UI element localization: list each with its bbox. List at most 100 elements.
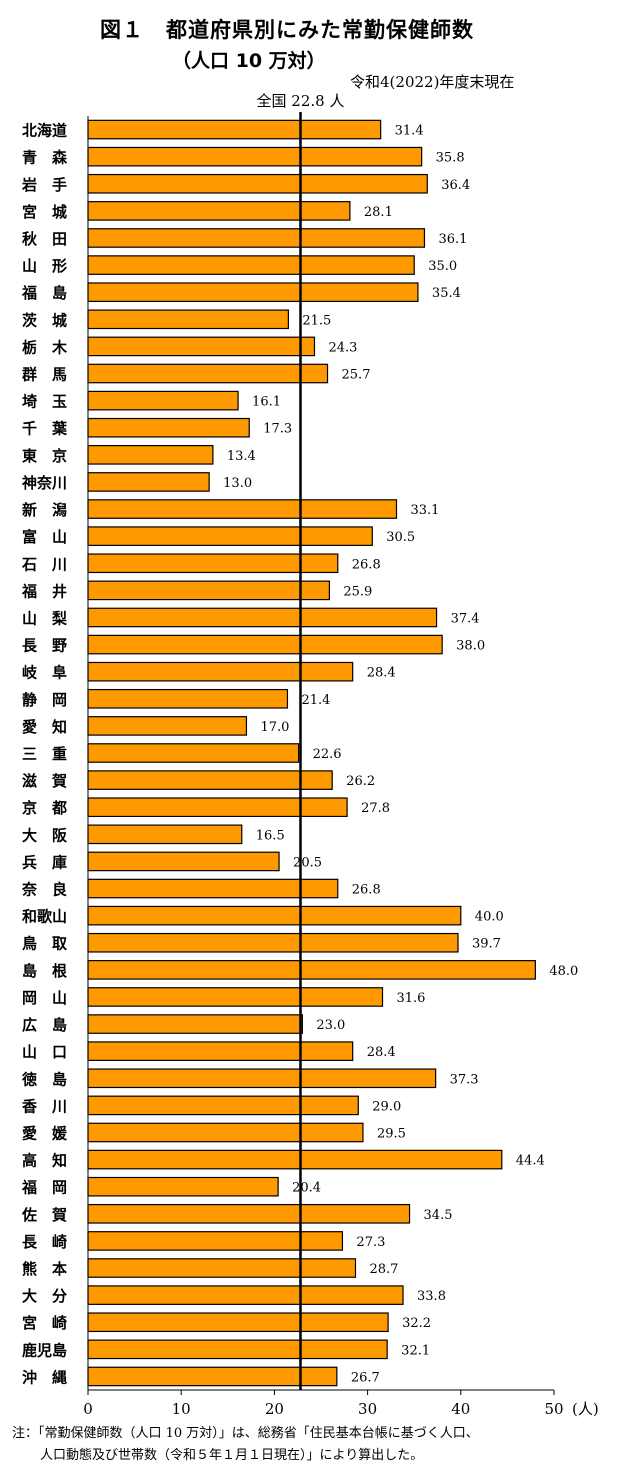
value-label: 28.4 bbox=[367, 666, 396, 681]
bar bbox=[87, 688, 289, 709]
bar bbox=[87, 797, 348, 818]
bar bbox=[87, 1041, 354, 1061]
bar bbox=[87, 445, 214, 465]
category-label: 神奈川 bbox=[22, 474, 67, 492]
bar bbox=[87, 336, 316, 357]
value-label: 38.0 bbox=[456, 639, 485, 654]
chart-title: 図１ 都道府県別にみた常勤保健師数 bbox=[100, 18, 474, 42]
bar bbox=[87, 553, 339, 574]
category-label: 滋 賀 bbox=[22, 772, 67, 790]
category-label: 広 島 bbox=[22, 1016, 67, 1034]
category-label: 宮 城 bbox=[22, 203, 67, 221]
category-label: 岐 阜 bbox=[22, 664, 67, 682]
bar bbox=[87, 987, 384, 1007]
category-label: 埼 玉 bbox=[22, 393, 67, 411]
category-label: 青 森 bbox=[22, 149, 68, 167]
bar bbox=[87, 743, 300, 763]
value-label: 25.9 bbox=[343, 584, 372, 599]
bar bbox=[87, 1339, 388, 1360]
category-label: 福 井 bbox=[21, 582, 67, 600]
value-label: 21.4 bbox=[301, 693, 330, 708]
value-label: 48.0 bbox=[549, 964, 578, 979]
category-label: 熊 本 bbox=[22, 1260, 67, 1278]
category-label: 三 重 bbox=[22, 745, 67, 763]
bar bbox=[87, 146, 423, 167]
value-label: 28.7 bbox=[369, 1262, 398, 1277]
x-unit-label: (人) bbox=[572, 1400, 599, 1418]
x-tick-label: 10 bbox=[172, 1400, 191, 1418]
value-label: 25.7 bbox=[342, 368, 371, 383]
bar bbox=[87, 282, 419, 303]
bar bbox=[87, 960, 536, 980]
bar bbox=[87, 228, 426, 248]
bar bbox=[87, 1014, 303, 1034]
value-label: 35.8 bbox=[436, 151, 465, 166]
category-label: 東 京 bbox=[22, 447, 67, 465]
bar bbox=[87, 1176, 279, 1197]
chart-subtitle: （人口 10 万対） bbox=[172, 50, 326, 72]
value-label: 13.0 bbox=[223, 476, 252, 491]
value-label: 20.4 bbox=[292, 1181, 321, 1196]
bar bbox=[87, 634, 443, 655]
bar bbox=[87, 905, 462, 926]
category-label: 徳 島 bbox=[21, 1070, 67, 1088]
category-label: 山 梨 bbox=[22, 609, 67, 627]
bar bbox=[87, 607, 438, 628]
bar bbox=[87, 417, 250, 438]
bar bbox=[87, 1258, 357, 1278]
national-average-label: 全国 22.8 人 bbox=[257, 92, 345, 110]
footnote-line-2: 人口動態及び世帯数（令和５年１月１日現在）」により算出した。 bbox=[40, 1448, 424, 1463]
bar bbox=[87, 119, 382, 140]
bar bbox=[87, 363, 329, 384]
value-label: 16.5 bbox=[256, 828, 285, 843]
value-label: 31.6 bbox=[397, 991, 426, 1006]
value-label: 16.1 bbox=[252, 395, 281, 410]
value-label: 21.5 bbox=[302, 313, 331, 328]
category-label: 秋 田 bbox=[22, 230, 67, 248]
value-label: 13.4 bbox=[227, 449, 256, 464]
category-label: 茨 城 bbox=[22, 311, 67, 329]
value-label: 26.8 bbox=[352, 883, 381, 898]
bar bbox=[87, 661, 354, 682]
bar-chart: 0 10 20 30 40 50 (人) 北海道 31.4 青 森 35.8 岩 手 36.4 宮 城 28… bbox=[21, 92, 599, 1418]
category-label: 奈 良 bbox=[21, 881, 67, 899]
bar bbox=[87, 878, 339, 899]
value-label: 40.0 bbox=[475, 910, 504, 925]
bar bbox=[87, 770, 333, 790]
bar bbox=[87, 201, 351, 221]
category-label: 香 川 bbox=[22, 1097, 67, 1115]
bar bbox=[87, 472, 210, 492]
category-label: 島 根 bbox=[22, 962, 67, 980]
bar bbox=[87, 309, 289, 330]
category-label: 愛 知 bbox=[22, 718, 67, 736]
value-label: 20.5 bbox=[293, 855, 322, 870]
value-label: 33.8 bbox=[417, 1289, 446, 1304]
value-label: 39.7 bbox=[472, 937, 501, 952]
value-label: 26.2 bbox=[346, 774, 375, 789]
category-label: 岡 山 bbox=[22, 989, 67, 1007]
value-label: 17.0 bbox=[260, 720, 289, 735]
category-label: 富 山 bbox=[22, 528, 67, 546]
category-label: 京 都 bbox=[22, 799, 67, 817]
category-label: 石 川 bbox=[21, 555, 67, 573]
footnote-line-1: 注：「常勤保健師数（人口 10 万対）」は、総務省「住民基本台帳に基づく人口、 bbox=[12, 1426, 479, 1441]
category-label: 兵 庫 bbox=[22, 853, 67, 871]
bar bbox=[87, 526, 373, 546]
bar bbox=[87, 824, 243, 845]
value-label: 27.8 bbox=[361, 801, 390, 816]
bar bbox=[87, 1203, 411, 1224]
category-label: 群 馬 bbox=[22, 366, 67, 384]
value-label: 32.1 bbox=[401, 1343, 430, 1358]
bar bbox=[87, 932, 459, 953]
category-label: 福 島 bbox=[21, 284, 67, 302]
x-tick-label: 20 bbox=[265, 1400, 284, 1418]
category-label: 静 岡 bbox=[22, 691, 67, 709]
category-label: 新 潟 bbox=[22, 501, 67, 519]
bar bbox=[87, 173, 428, 194]
bar bbox=[87, 1231, 344, 1251]
bar bbox=[87, 1122, 364, 1143]
x-tick-label: 30 bbox=[358, 1400, 377, 1418]
category-label: 長 野 bbox=[22, 637, 67, 655]
value-label: 36.1 bbox=[438, 232, 467, 247]
x-tick-label: 50 bbox=[544, 1400, 563, 1418]
